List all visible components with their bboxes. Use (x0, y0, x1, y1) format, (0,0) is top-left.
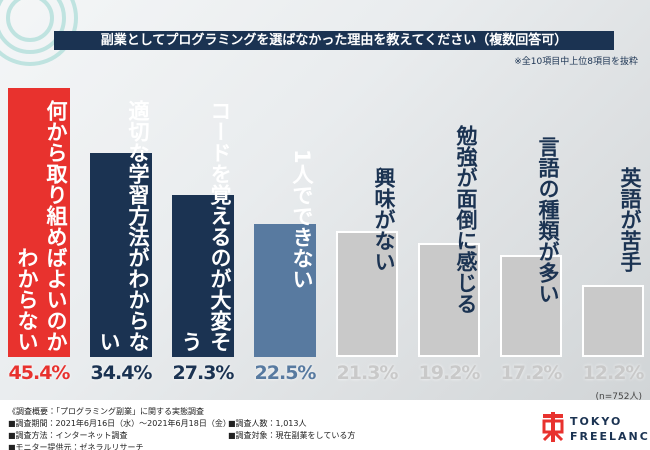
chart-title: 副業としてプログラミングを選ばなかった理由を教えてください（複数回答可） (54, 31, 614, 50)
survey-item: ■調査方法：インターネット調査 (8, 431, 128, 440)
value-label: 22.5% (254, 362, 317, 384)
value-label: 34.4% (90, 362, 153, 384)
sample-size: (n=752人) (595, 392, 642, 402)
logo-line: TOKYO (570, 415, 623, 428)
category-text: 英語が苦手 (618, 167, 642, 272)
survey-item: ■モニター提供元：ゼネラルリサーチ (8, 443, 144, 450)
survey-info: 《調査概要：「プログラミング副業」に関する実態調査 ■調査期間：2021年6月1… (8, 406, 488, 450)
value-label: 21.3% (336, 362, 399, 384)
bar (500, 255, 562, 357)
value-label: 12.2% (582, 362, 645, 384)
value-label: 19.2% (418, 362, 481, 384)
bar (254, 223, 316, 357)
survey-item: ■調査期間：2021年6月16日（水）～2021年6月18日（金） (8, 419, 231, 428)
value-label: 17.2% (500, 362, 563, 384)
category-label: 何から取り組めばよいのかわからない (8, 87, 70, 352)
category-text: 1人でできない (290, 149, 314, 290)
survey-item: ■調査対象：現在副業をしている方 (228, 431, 356, 440)
category-text: 言語の種類が多い (536, 135, 560, 304)
category-label: コードを覚えるのが大変そう (172, 87, 234, 352)
category-text: 興味がない (372, 167, 396, 272)
category-label: 適切な学習方法がわからない (90, 87, 152, 352)
survey-item: ■調査人数：1,013人 (228, 419, 307, 428)
bar (582, 284, 644, 357)
survey-items: ■調査期間：2021年6月16日（水）～2021年6月18日（金）■調査人数：1… (8, 418, 488, 450)
footer (0, 400, 650, 450)
bar (336, 230, 398, 357)
category-label: 言語の種類が多い (500, 87, 562, 352)
category-text: 勉強が面倒に感じる (454, 125, 478, 314)
value-label: 45.4% (8, 362, 71, 384)
decoration (0, 0, 78, 66)
bar (172, 195, 234, 357)
bar (90, 153, 152, 357)
category-text: コードを覚えるのが大変そう (179, 100, 232, 352)
category-label: 1人でできない (254, 87, 316, 352)
category-text: 何から取り組めばよいのかわからない (15, 100, 68, 352)
category-label: 英語が苦手 (582, 87, 644, 352)
bar (8, 88, 70, 357)
category-label: 興味がない (336, 87, 398, 352)
category-text: 適切な学習方法がわからない (97, 100, 150, 352)
note: ※全10項目中上位8項目を抜粋 (514, 57, 638, 67)
category-label: 勉強が面倒に感じる (418, 87, 480, 352)
logo-text: TOKYO FREELANCE (570, 414, 650, 444)
value-label: 27.3% (172, 362, 235, 384)
bar (418, 243, 480, 357)
logo-icon (542, 412, 564, 442)
survey-heading: 《調査概要：「プログラミング副業」に関する実態調査 (8, 407, 204, 416)
logo-line: FREELANCE (570, 430, 650, 443)
